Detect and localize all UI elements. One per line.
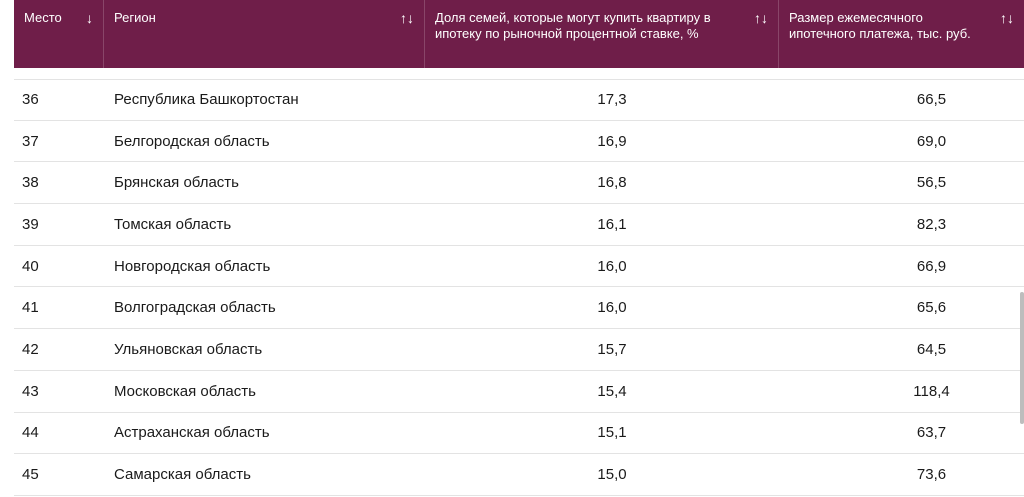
cell-payment: 118,4	[913, 382, 950, 400]
cell-payment: 69,0	[916, 132, 947, 150]
cell-region: Томская область	[114, 215, 232, 233]
cell-payment: 64,5	[916, 340, 947, 358]
cell-region: Белгородская область	[114, 132, 270, 150]
cell-region: Астраханская область	[114, 424, 270, 442]
cell-region: Ульяновская область	[114, 340, 263, 358]
table-row: 37 Белгородская область 16,9 69,0	[14, 121, 1024, 163]
cell-place: 37	[22, 132, 39, 150]
cell-share: 16,9	[597, 132, 627, 150]
cell-region: Волгоградская область	[114, 299, 276, 317]
cell-share: 16,8	[597, 174, 627, 192]
header-share-label: Доля семей, которые могут купить квартир…	[435, 10, 711, 41]
table-row: 38 Брянская область 16,8 56,5	[14, 162, 1024, 205]
header-payment-label: Размер ежемесячного ипотечного платежа, …	[789, 10, 971, 41]
cell-region: Республика Башкортостан	[114, 91, 299, 109]
cell-share: 16,1	[597, 215, 627, 233]
cell-share: 15,7	[597, 340, 627, 358]
cell-payment: 66,5	[916, 91, 947, 109]
cell-place: 39	[22, 215, 39, 233]
cell-share: 16,0	[597, 299, 627, 317]
ranking-table: Место ↓ Регион ↑↓ Доля семей, которые мо…	[14, 0, 1024, 497]
cell-place: 43	[22, 382, 39, 400]
cell-share: 15,4	[597, 382, 627, 400]
table-row: 42 Ульяновская область 15,7 64,5	[14, 329, 1024, 371]
cell-place: 40	[22, 257, 39, 275]
cell-share: 15,0	[597, 466, 627, 484]
cell-region: Брянская область	[114, 174, 239, 192]
vertical-scrollbar[interactable]	[1020, 292, 1024, 424]
header-payment[interactable]: Размер ежемесячного ипотечного платежа, …	[779, 0, 1024, 68]
table-row: 43 Московская область 15,4 118,4	[14, 371, 1024, 413]
table-body: 36 Республика Башкортостан 17,3 66,5 37 …	[14, 79, 1024, 496]
header-share[interactable]: Доля семей, которые могут купить квартир…	[425, 0, 779, 68]
header-place-label: Место	[24, 10, 62, 25]
cell-share: 17,3	[597, 91, 627, 109]
cell-payment: 73,6	[916, 466, 947, 484]
cell-place: 36	[22, 91, 39, 109]
cell-place: 45	[22, 466, 39, 484]
cell-region: Московская область	[114, 382, 256, 400]
table-row: 41 Волгоградская область 16,0 65,6	[14, 287, 1024, 330]
header-region[interactable]: Регион ↑↓	[104, 0, 425, 68]
cell-region: Самарская область	[114, 466, 251, 484]
cell-region: Новгородская область	[114, 257, 271, 275]
sort-toggle-icon[interactable]: ↑↓	[400, 10, 414, 26]
cell-payment: 66,9	[916, 257, 947, 275]
cell-payment: 82,3	[916, 215, 947, 233]
cell-place: 44	[22, 424, 39, 442]
table-row: 36 Республика Башкортостан 17,3 66,5	[14, 79, 1024, 121]
cell-share: 16,0	[597, 257, 627, 275]
header-region-label: Регион	[114, 10, 156, 25]
table-row: 44 Астраханская область 15,1 63,7	[14, 413, 1024, 455]
table-row: 40 Новгородская область 16,0 66,9	[14, 246, 1024, 288]
cell-place: 41	[22, 299, 39, 317]
table-row: 45 Самарская область 15,0 73,6	[14, 454, 1024, 496]
cell-place: 42	[22, 340, 39, 358]
sort-desc-icon[interactable]: ↓	[86, 10, 93, 26]
header-place[interactable]: Место ↓	[14, 0, 104, 68]
cell-payment: 56,5	[916, 174, 947, 192]
cell-payment: 65,6	[916, 299, 947, 317]
sort-toggle-icon[interactable]: ↑↓	[754, 10, 768, 26]
cell-place: 38	[22, 174, 39, 192]
cell-share: 15,1	[597, 424, 627, 442]
table-row: 39 Томская область 16,1 82,3	[14, 204, 1024, 246]
table-header: Место ↓ Регион ↑↓ Доля семей, которые мо…	[14, 0, 1024, 68]
sort-toggle-icon[interactable]: ↑↓	[1000, 10, 1014, 26]
cell-payment: 63,7	[916, 424, 947, 442]
